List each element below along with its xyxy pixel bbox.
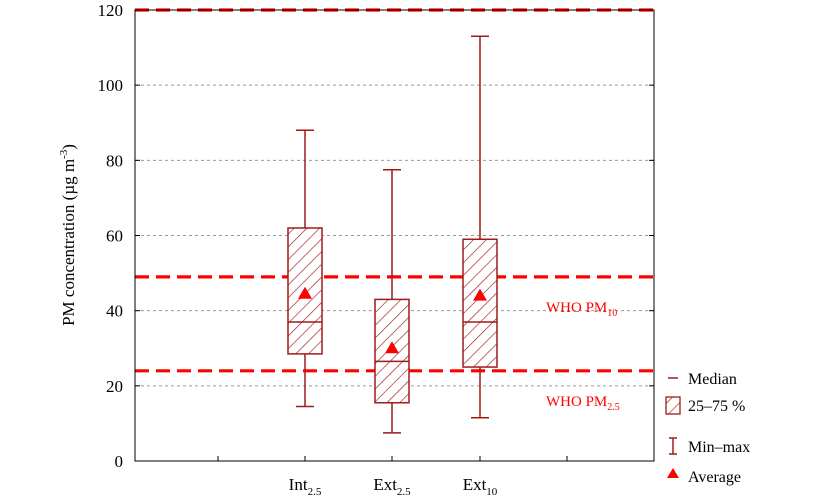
reference-line-label-base: WHO PM <box>546 300 607 316</box>
legend-label: Median <box>688 371 737 388</box>
x-tick-label-subscript: 2.5 <box>308 486 322 498</box>
x-tick-label-base: Ext <box>463 475 487 494</box>
reference-line-label: WHO PM10 <box>546 300 617 319</box>
y-tick-label: 0 <box>115 452 124 471</box>
x-tick-label-subscript: 2.5 <box>397 486 411 498</box>
y-tick-label: 100 <box>98 76 124 95</box>
legend-triangle-symbol <box>667 468 679 478</box>
x-axis: Int2.5 Ext2.5 Ext10 <box>218 456 567 498</box>
box-3 <box>463 36 497 417</box>
y-tick-label: 60 <box>106 227 123 246</box>
box-1 <box>288 130 322 406</box>
legend-label: Average <box>688 469 741 486</box>
reference-line-label-base: WHO PM <box>546 394 607 410</box>
boxes <box>288 36 497 433</box>
y-axis-label: PM concentration (µg m-3) <box>58 144 78 326</box>
reference-line-label-subscript: 2.5 <box>607 402 620 413</box>
y-axis-label-close: ) <box>59 144 78 150</box>
y-tick-label: 40 <box>106 302 123 321</box>
y-tick-label: 20 <box>106 377 123 396</box>
x-tick-label-base: Int <box>289 475 308 494</box>
x-tick-label-base: Ext <box>373 475 397 494</box>
box-iqr <box>463 239 497 367</box>
y-tick-label: 80 <box>106 151 123 170</box>
reference-line-label-subscript: 10 <box>607 308 617 319</box>
x-tick-label: Int2.5 <box>289 475 322 498</box>
x-tick-label-subscript: 10 <box>486 486 498 498</box>
box-2 <box>375 170 409 433</box>
y-axis-label-main: PM concentration (µg m <box>59 159 78 326</box>
legend-label: Min–max <box>688 439 750 456</box>
x-tick-label: Ext2.5 <box>373 475 411 498</box>
legend: Median 25–75 % Min–max Average <box>666 371 750 486</box>
reference-line-label: WHO PM2.5 <box>546 394 620 413</box>
legend-label: 25–75 % <box>688 398 745 415</box>
x-tick-label: Ext10 <box>463 475 498 498</box>
legend-hatched-box-symbol <box>666 397 680 414</box>
y-tick-label: 120 <box>98 1 124 20</box>
